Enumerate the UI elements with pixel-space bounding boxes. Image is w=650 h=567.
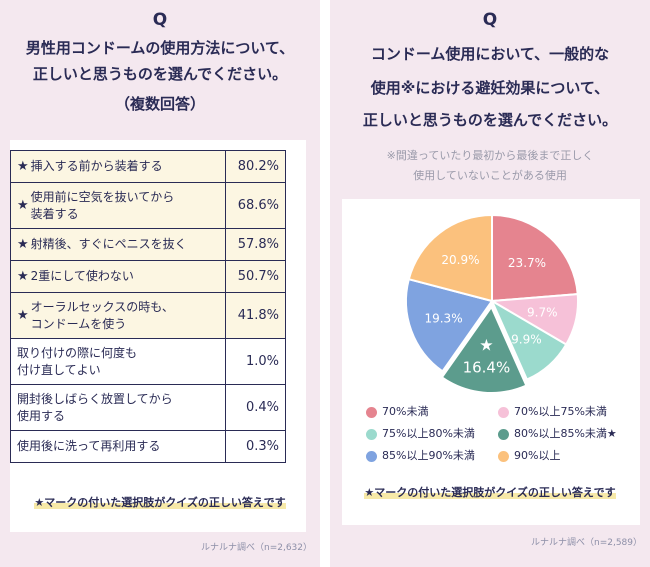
option-cell: ★ 挿入する前から装着する — [10, 150, 226, 183]
legend-swatch — [366, 406, 377, 418]
legend-item: 70%未満 — [366, 403, 428, 419]
source-label: ルナルナ調べ（n=2,632） — [200, 543, 312, 553]
option-label-line: 付け直してよい — [17, 362, 101, 377]
percentage-cell: 80.2% — [225, 150, 286, 183]
question-line-2: 正しいと思うものを選んでください。 — [32, 65, 288, 83]
option-label-line: 開封後しばらく放置してから — [17, 391, 173, 406]
option-label-line: 挿入する前から装着する — [30, 159, 163, 173]
slice-label: 19.3% — [424, 312, 462, 326]
legend-swatch — [498, 428, 509, 440]
table-row: ★使用前に空気を抜いてから 装着する 68.6% — [10, 182, 286, 229]
pie-slice — [491, 213, 579, 303]
option-label: オーラルセックスの時も、 コンドームを使う — [31, 299, 174, 333]
table-row: 開封後しばらく放置してから 使用する 0.4% — [10, 384, 286, 431]
percentage-cell: 41.8% — [225, 292, 286, 339]
slice-label: 9.9% — [511, 332, 542, 346]
option-label: 挿入する前から装着する — [31, 158, 163, 175]
option-label: 取り付けの際に何度も 付け直してよい — [17, 345, 137, 379]
percentage-cell: 1.0% — [225, 338, 286, 385]
option-cell: 使用後に洗って再利用する — [10, 430, 226, 463]
star-icon: ★ — [17, 237, 29, 252]
option-label-line: オーラルセックスの時も、 — [30, 299, 174, 314]
legend-item: 70%以上75%未満 — [498, 403, 607, 419]
slice-label: 16.4% — [463, 358, 511, 376]
legend-swatch — [366, 450, 377, 462]
slice-label: 23.7% — [508, 256, 546, 270]
right-panel: Q コンドーム使用において、一般的な 使用※における避妊効果について、 正しいと… — [330, 0, 650, 567]
question-line-2: 使用※における避妊効果について、 — [370, 79, 610, 97]
question-line-1: コンドーム使用において、一般的な — [370, 45, 610, 63]
legend-swatch — [498, 406, 509, 418]
source-label: ルナルナ調べ（n=2,589） — [530, 538, 642, 548]
legend-label: 70%以上75%未満 — [514, 405, 607, 418]
star-icon: ★ — [17, 269, 29, 284]
chart-card: 23.7% 9.7% 9.9% ★ 16.4% 19.3% 20.9% 70%未満 70%以上… — [342, 199, 640, 525]
option-cell: ★ 射精後、すぐにペニスを抜く — [10, 228, 226, 261]
question-line-3: （複数回答） — [114, 95, 205, 113]
legend-item: 80%以上85%未満★ — [498, 425, 617, 441]
question-mark: Q — [482, 10, 498, 30]
percentage-cell: 57.8% — [225, 228, 286, 261]
option-label-line: 使用する — [17, 408, 66, 423]
slice-label: 20.9% — [441, 253, 479, 267]
option-label-line: 装着する — [30, 206, 79, 221]
option-label: 射精後、すぐにペニスを抜く — [31, 236, 187, 253]
option-cell: ★ 2重にして使わない — [10, 260, 226, 293]
star-icon: ★ — [17, 308, 29, 323]
question-line-3: 正しいと思うものを選んでください。 — [362, 111, 618, 129]
star-icon: ★ — [17, 159, 29, 174]
option-label: 使用前に空気を抜いてから 装着する — [31, 189, 175, 223]
legend-label: 70%未満 — [382, 405, 429, 418]
option-label-line: 使用前に空気を抜いてから — [30, 189, 175, 204]
option-cell: ★使用前に空気を抜いてから 装着する — [10, 182, 226, 229]
pie-chart: 23.7% 9.7% 9.9% ★ 16.4% 19.3% 20.9% — [405, 213, 579, 394]
table-row: ★オーラルセックスの時も、 コンドームを使う 41.8% — [10, 292, 286, 339]
question-mark: Q — [152, 10, 168, 30]
legend-label: 75%以上80%未満 — [382, 427, 475, 440]
pie-slice — [489, 298, 568, 381]
option-label-line: 取り付けの際に何度も — [17, 345, 138, 360]
table-row: 取り付けの際に何度も 付け直してよい 1.0% — [10, 338, 286, 385]
option-cell: 開封後しばらく放置してから 使用する — [10, 384, 226, 431]
option-cell: 取り付けの際に何度も 付け直してよい — [10, 338, 226, 385]
option-label: 使用後に洗って再利用する — [17, 438, 160, 455]
option-label-line: 射精後、すぐにペニスを抜く — [30, 237, 187, 251]
percentage-cell: 68.6% — [225, 182, 286, 229]
footnote-line-1: ※間違っていたり最初から最後まで正しく — [386, 149, 594, 162]
option-cell: ★オーラルセックスの時も、 コンドームを使う — [10, 292, 226, 339]
percentage-cell: 0.3% — [225, 430, 286, 463]
footnote-line-2: 使用していないことがある使用 — [413, 169, 567, 182]
table-row: ★ 射精後、すぐにペニスを抜く 57.8% — [10, 228, 286, 261]
pie-slice — [405, 277, 494, 373]
percentage-cell: 0.4% — [225, 384, 286, 431]
star-icon: ★ — [17, 198, 29, 213]
table-row: 使用後に洗って再利用する 0.3% — [10, 430, 286, 463]
legend-item: 90%以上 — [498, 447, 560, 463]
legend-label: 85%以上90%未満 — [382, 449, 475, 462]
answer-note: ★マークの付いた選択肢がクイズの正しい答えです — [34, 496, 286, 509]
option-label-line: 使用後に洗って再利用する — [17, 439, 161, 453]
question-line-1: 男性用コンドームの使用方法について、 — [25, 39, 295, 57]
option-label: 開封後しばらく放置してから 使用する — [17, 391, 173, 425]
legend-item: 75%以上80%未満 — [366, 425, 475, 441]
option-label-line: コンドームを使う — [30, 316, 127, 331]
option-label: 2重にして使わない — [31, 268, 134, 285]
pie-slice — [407, 213, 493, 303]
result-table: ★ 挿入する前から装着する 80.2% ★使用前に空気を抜いてから 装着する 68.6% ★… — [10, 150, 286, 463]
legend-item: 85%以上90%未満 — [366, 447, 475, 463]
left-panel: Q 男性用コンドームの使用方法について、 正しいと思うものを選んでください。 （… — [0, 0, 320, 567]
chart-legend: 70%未満 70%以上75%未満 75%以上80%未満 80%以上85%未満★ 85%以… — [342, 399, 640, 469]
table-row: ★ 2重にして使わない 50.7% — [10, 260, 286, 293]
legend-label: 80%以上85%未満★ — [514, 427, 617, 440]
percentage-cell: 50.7% — [225, 260, 286, 293]
pie-slice — [440, 304, 528, 394]
legend-swatch — [366, 428, 377, 440]
answer-note: ★マークの付いた選択肢がクイズの正しい答えです — [364, 486, 616, 499]
option-label-line: 2重にして使わない — [30, 269, 134, 283]
table-row: ★ 挿入する前から装着する 80.2% — [10, 150, 286, 183]
star-icon: ★ — [479, 335, 493, 354]
slice-label: 9.7% — [527, 306, 558, 320]
legend-label: 90%以上 — [514, 449, 561, 462]
legend-swatch — [498, 450, 509, 462]
